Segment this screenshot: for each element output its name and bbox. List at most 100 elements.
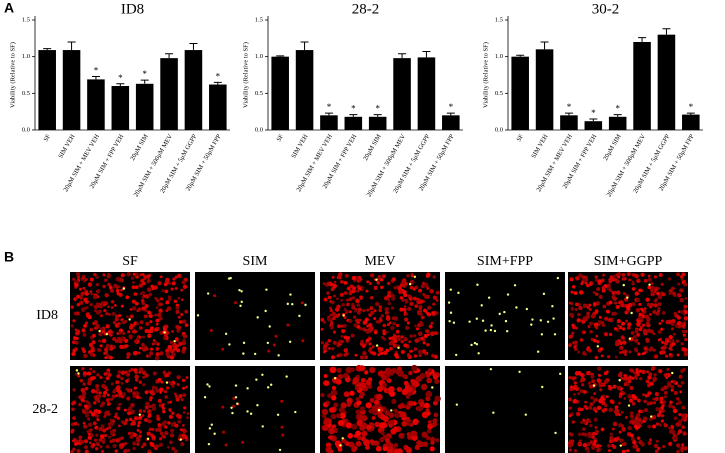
cell (76, 449, 81, 453)
cell (379, 318, 383, 322)
cell (91, 443, 96, 447)
cell (91, 340, 96, 345)
cell (663, 395, 667, 399)
cell (70, 324, 74, 328)
cell (131, 299, 136, 304)
cell (163, 389, 168, 394)
cell (594, 355, 599, 360)
cell (588, 405, 593, 410)
apoptotic-cell (622, 283, 625, 287)
cell (127, 431, 132, 435)
cell (682, 431, 687, 436)
cell (88, 441, 92, 445)
apoptotic-cell (256, 404, 259, 407)
apoptotic-cell (342, 314, 345, 317)
cell (93, 438, 98, 442)
cell (683, 316, 689, 321)
apoptotic-cell (525, 307, 529, 311)
cell (359, 355, 364, 360)
cell (616, 437, 620, 441)
x-tick-label: SF (276, 133, 286, 143)
cell (103, 347, 109, 352)
cell (272, 343, 276, 347)
cell (411, 430, 418, 437)
cell (373, 316, 377, 321)
cell (146, 287, 152, 292)
cell (382, 274, 386, 279)
cell (671, 319, 676, 324)
cell (95, 383, 100, 388)
column-header: SF (122, 254, 138, 269)
cell (171, 446, 175, 451)
cell (158, 403, 163, 408)
cell (393, 339, 398, 343)
cell (407, 306, 412, 311)
y-tick-label: 1.0 (495, 53, 503, 60)
cell (649, 417, 653, 421)
cell (157, 281, 162, 286)
cell (419, 401, 425, 407)
cell (668, 335, 673, 340)
bar (38, 50, 56, 130)
cell (172, 277, 176, 281)
cell (72, 319, 76, 323)
apoptotic-cell (454, 353, 458, 357)
cell (112, 320, 117, 325)
apoptotic-cell (294, 410, 297, 414)
cell (359, 425, 366, 431)
cell (84, 445, 88, 450)
apoptotic-cell (333, 377, 337, 380)
micrograph (568, 271, 689, 360)
cell (647, 375, 652, 380)
cell (87, 417, 91, 421)
cell (621, 449, 626, 453)
cell (151, 342, 155, 346)
cell (137, 420, 142, 425)
cell (142, 375, 146, 379)
apoptotic-cell (431, 386, 434, 389)
cell (405, 416, 410, 421)
cell (636, 332, 641, 337)
cell (175, 310, 180, 315)
cell (425, 374, 430, 379)
cell (335, 413, 341, 419)
cell (598, 294, 603, 299)
cell (221, 405, 225, 409)
cell (222, 430, 226, 434)
cell (409, 285, 414, 290)
cell (646, 328, 651, 333)
cell (156, 312, 162, 317)
cell (165, 386, 170, 390)
cell (221, 347, 225, 351)
cell (426, 312, 432, 317)
cell (390, 306, 395, 310)
error-bar (662, 28, 671, 35)
cell (671, 342, 676, 346)
x-tick-label: 20μM SIM (362, 133, 383, 162)
cell (355, 409, 361, 415)
cell (111, 394, 116, 399)
apoptotic-cell (470, 343, 473, 347)
cell (328, 306, 332, 310)
apoptotic-cell (492, 411, 495, 414)
cell (346, 298, 350, 302)
cell (85, 400, 89, 404)
cell (574, 307, 578, 311)
cell (397, 404, 403, 410)
apoptotic-cell (98, 329, 101, 333)
cell (392, 426, 398, 432)
cell (344, 273, 349, 278)
cell (631, 280, 635, 284)
bar (682, 114, 700, 130)
cell (638, 302, 642, 307)
cell (96, 418, 100, 422)
cell (132, 446, 136, 451)
cell (655, 311, 660, 316)
error-bar (564, 112, 573, 116)
cell (629, 414, 634, 419)
cell (649, 313, 652, 316)
cell (378, 305, 382, 309)
apoptotic-cell (240, 290, 243, 293)
cell (116, 374, 121, 379)
cell (378, 308, 383, 313)
